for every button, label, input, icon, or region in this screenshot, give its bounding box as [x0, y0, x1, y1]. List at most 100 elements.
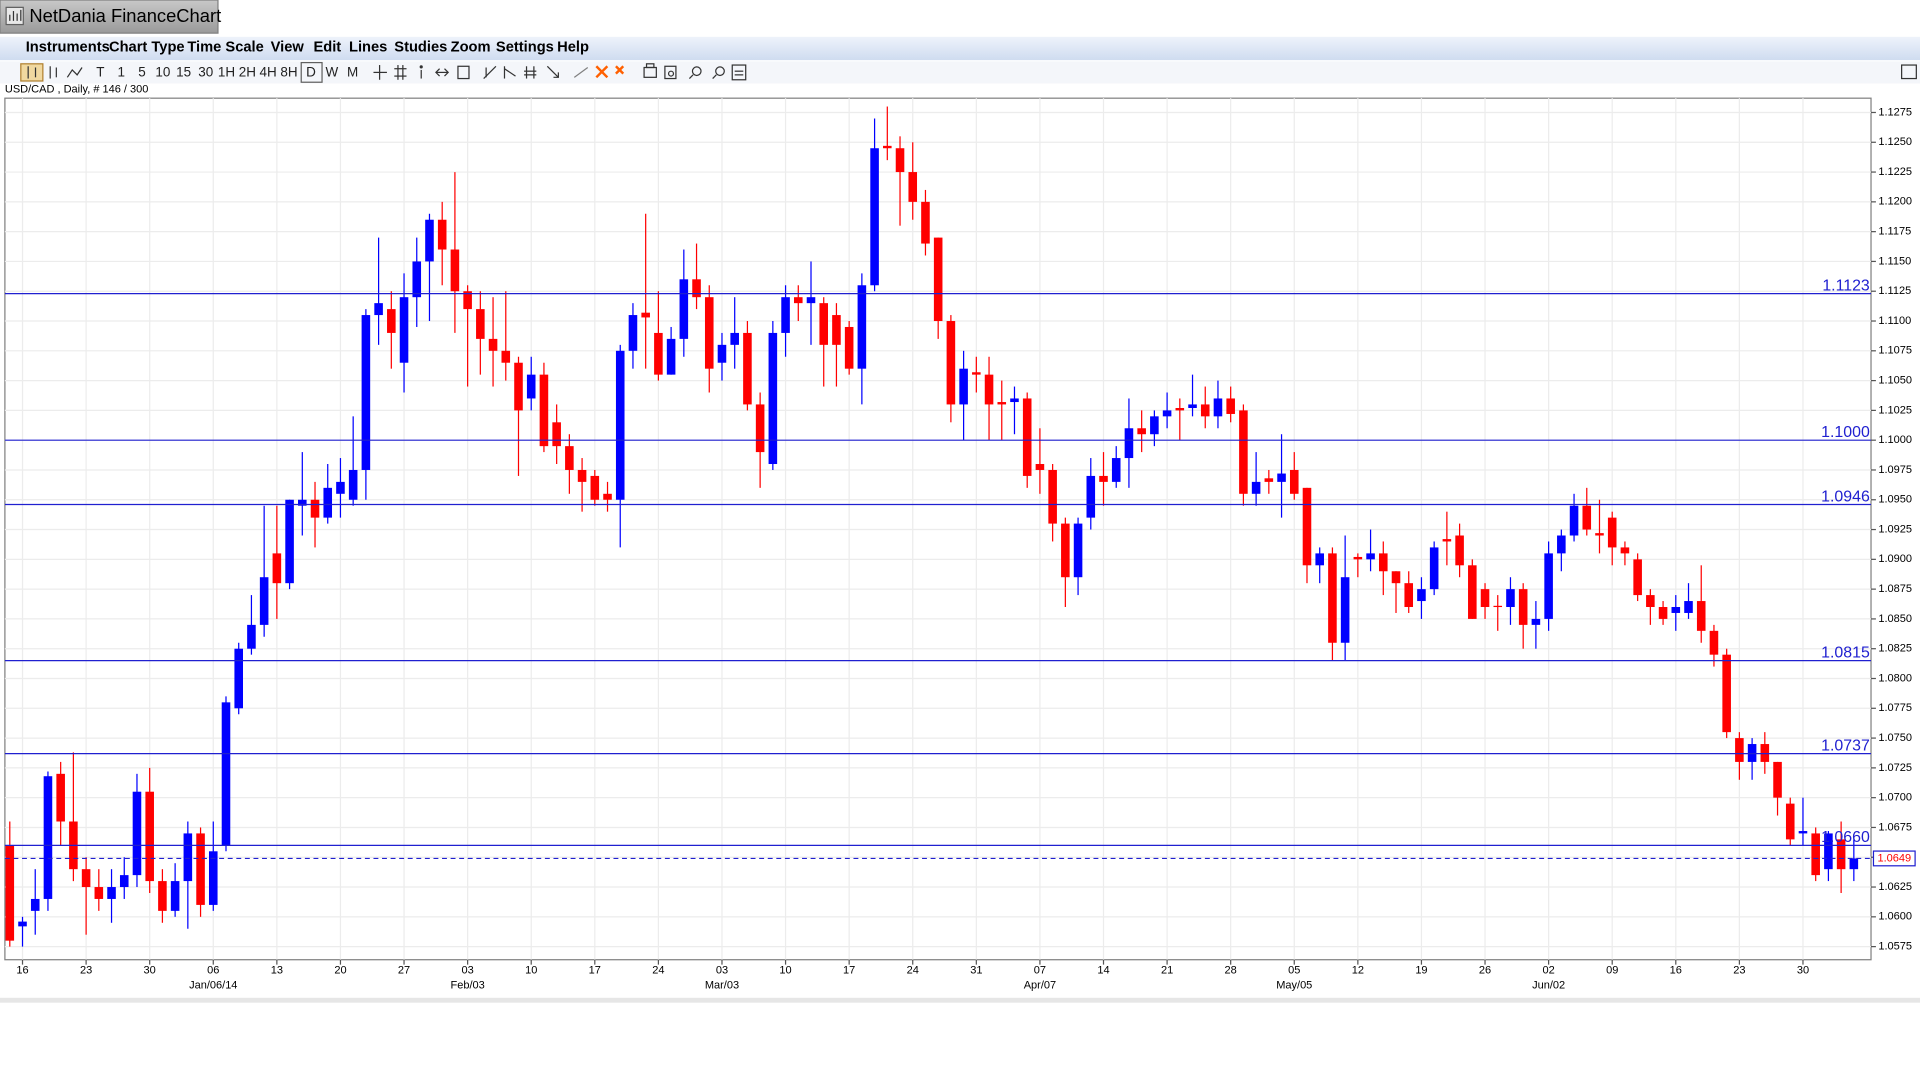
x-tick-label: 03: [716, 965, 728, 977]
candle-body: [1035, 464, 1045, 470]
toolbar-button[interactable]: T: [96, 65, 104, 80]
menu-item[interactable]: Help: [557, 40, 589, 56]
candle-body: [984, 374, 994, 405]
toolbar-button[interactable]: 2H: [239, 65, 256, 80]
menu-item[interactable]: Instruments: [26, 40, 110, 56]
x-tick-label: 02: [1542, 965, 1554, 977]
toolbar-button[interactable]: W: [325, 65, 338, 80]
candle-body: [1264, 478, 1274, 482]
candle-body: [743, 332, 752, 405]
candle-body: [832, 315, 841, 345]
y-tick-label: 1.0700: [1878, 792, 1912, 804]
candle-body: [1493, 605, 1503, 608]
level-label: 1.1000: [1821, 424, 1870, 441]
y-tick-label: 1.0850: [1878, 613, 1912, 625]
candle-body: [1684, 601, 1693, 613]
candle-body: [1735, 738, 1744, 762]
y-tick-label: 1.0775: [1878, 702, 1912, 714]
menu-item[interactable]: View: [271, 40, 305, 56]
x-tick-label: 17: [589, 965, 601, 977]
menu-item[interactable]: Edit: [313, 40, 341, 56]
menu-item[interactable]: Lines: [349, 40, 387, 56]
candle-body: [119, 875, 129, 888]
candle-body: [819, 303, 829, 345]
candle-body: [1429, 547, 1439, 590]
candle-body: [1302, 487, 1312, 566]
candle-body: [806, 297, 816, 304]
candle-body: [196, 833, 205, 905]
candle-body: [1188, 404, 1197, 409]
menu-item[interactable]: Settings: [496, 40, 554, 56]
candle-body: [463, 291, 472, 310]
toolbar-button[interactable]: 30: [198, 65, 213, 80]
candle-body: [1391, 571, 1401, 584]
candle-body: [272, 553, 282, 584]
x-tick-label: 30: [1797, 965, 1809, 977]
candle-body: [1111, 458, 1121, 482]
x-tick-label: 12: [1352, 965, 1364, 977]
toolbar-button[interactable]: 15: [176, 65, 191, 80]
candle-body: [1086, 475, 1096, 518]
x-date-label: Apr/07: [1024, 979, 1056, 991]
candle-body: [43, 776, 53, 899]
candle-body: [18, 921, 27, 927]
x-tick-label: 06: [207, 965, 219, 977]
candle-body: [768, 332, 778, 465]
candle-body: [348, 469, 358, 500]
toolbar-button[interactable]: 4H: [260, 65, 277, 80]
x-tick-label: 21: [1161, 965, 1173, 977]
candle-body: [259, 577, 269, 625]
candle-body: [793, 297, 803, 304]
x-date-label: Mar/03: [705, 979, 739, 991]
candle-body: [1328, 553, 1337, 643]
toolbar-button[interactable]: 1H: [218, 65, 235, 80]
candle-body: [1607, 517, 1617, 548]
toolbar-button[interactable]: 1: [117, 65, 124, 80]
menu-item[interactable]: Studies: [394, 40, 447, 56]
y-tick-label: 1.0625: [1878, 881, 1912, 893]
selected-period-frame: [300, 61, 323, 83]
toolbar-button[interactable]: 8H: [280, 65, 297, 80]
candle-body: [399, 297, 409, 363]
candle-body: [183, 833, 193, 882]
y-tick-label: 1.0975: [1878, 464, 1912, 476]
menu-item[interactable]: Chart Type: [109, 40, 185, 56]
toolbar-button[interactable]: 10: [155, 65, 170, 80]
instrument-label: USD/CAD , Daily, # 146 / 300: [5, 83, 149, 95]
candle-body: [577, 469, 587, 482]
candle-body: [1569, 505, 1579, 536]
y-tick-label: 1.1025: [1878, 404, 1912, 416]
candle-body: [1289, 469, 1299, 494]
x-tick-label: 24: [907, 965, 919, 977]
candle-body: [1175, 408, 1185, 411]
x-date-label: Jan/06/14: [189, 979, 237, 991]
toolbar-button[interactable]: M: [347, 65, 358, 80]
candle-body: [1696, 601, 1706, 631]
candle-body: [1773, 761, 1782, 798]
candle-body: [1798, 831, 1808, 834]
candle-body: [1849, 858, 1859, 870]
candle-body: [1048, 469, 1057, 524]
toolbar-button[interactable]: 5: [138, 65, 145, 80]
candle-body: [1379, 553, 1388, 572]
x-tick-label: 16: [1670, 965, 1682, 977]
candle-body: [361, 315, 371, 470]
candle-body: [1557, 535, 1566, 554]
candle-body: [1824, 833, 1833, 870]
candle-body: [1518, 589, 1528, 625]
candle-body: [921, 201, 930, 244]
candle-body: [908, 172, 918, 202]
x-date-label: Feb/03: [450, 979, 484, 991]
candle-body: [298, 499, 307, 506]
app-title: NetDania FinanceChart: [29, 5, 221, 26]
menu-item[interactable]: Time Scale: [187, 40, 263, 56]
menu-item[interactable]: Zoom: [451, 40, 491, 56]
candle-body: [730, 332, 739, 345]
candle-body: [488, 338, 498, 351]
y-tick-label: 1.0900: [1878, 553, 1912, 565]
candle-body: [755, 404, 765, 453]
x-tick-label: 03: [462, 965, 474, 977]
candle-body: [1531, 618, 1541, 625]
candle-body: [1646, 595, 1655, 608]
toolbar-button[interactable]: D: [306, 65, 316, 80]
